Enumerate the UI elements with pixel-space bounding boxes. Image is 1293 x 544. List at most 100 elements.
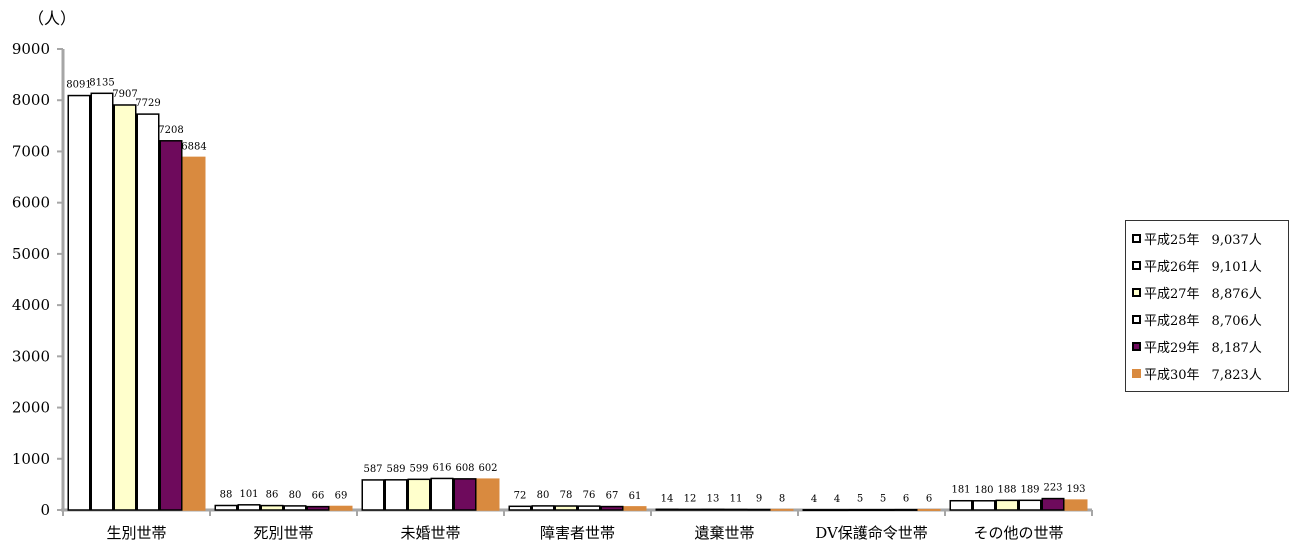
bar xyxy=(136,113,160,511)
y-tick-label: 1000 xyxy=(12,450,50,468)
data-label: 61 xyxy=(629,491,642,502)
category-label: 遺棄世帯 xyxy=(694,524,754,542)
bar xyxy=(508,505,532,511)
bar xyxy=(1064,499,1088,511)
bar xyxy=(159,140,183,511)
legend: 平成25年 9,037人平成26年 9,101人 平成27年 8,876人 平成28年 8,… xyxy=(1125,220,1289,392)
legend-series-name: 平成26年 xyxy=(1144,260,1200,275)
legend-series-total: 9,101人 xyxy=(1211,260,1262,275)
category-label: その他の世帯 xyxy=(973,524,1063,542)
category-label: 死別世帯 xyxy=(253,524,313,542)
legend-series-total: 8,876人 xyxy=(1211,287,1262,302)
bar xyxy=(531,505,555,511)
bar xyxy=(329,505,353,511)
legend-item: 平成28年 8,706人 xyxy=(1132,306,1288,333)
legend-swatch xyxy=(1132,261,1141,270)
data-label: 67 xyxy=(606,491,619,502)
data-label: 589 xyxy=(386,464,405,475)
data-label: 78 xyxy=(560,490,573,501)
bar xyxy=(237,504,261,511)
y-tick-label: 6000 xyxy=(12,194,50,212)
bar xyxy=(476,478,500,511)
bar xyxy=(1018,499,1042,511)
legend-series-name: 平成30年 xyxy=(1144,368,1200,383)
legend-item: 平成30年 7,823人 xyxy=(1132,360,1288,387)
y-axis-unit-label: （人） xyxy=(28,9,76,28)
data-label: 5 xyxy=(857,494,863,505)
data-label: 86 xyxy=(266,490,279,501)
bar xyxy=(113,104,137,511)
data-label: 616 xyxy=(432,462,451,473)
data-label: 101 xyxy=(239,489,258,500)
data-label: 4 xyxy=(811,494,817,505)
data-label: 180 xyxy=(974,485,993,496)
data-label: 9 xyxy=(756,494,762,505)
y-tick-label: 5000 xyxy=(12,245,50,263)
bar xyxy=(623,506,647,511)
bar xyxy=(384,479,408,511)
legend-series-name: 平成27年 xyxy=(1144,287,1200,302)
category-label: DV保護命令世帯 xyxy=(815,524,928,542)
legend-item: 平成29年 8,187人 xyxy=(1132,333,1288,360)
legend-swatch xyxy=(1132,342,1141,351)
bar xyxy=(67,94,91,511)
y-tick-label: 9000 xyxy=(12,40,50,58)
data-label: 7729 xyxy=(135,98,160,109)
data-label: 602 xyxy=(478,463,497,474)
legend-swatch xyxy=(1132,315,1141,324)
data-label: 189 xyxy=(1020,484,1039,495)
data-label: 608 xyxy=(455,463,474,474)
bar xyxy=(600,505,624,511)
legend-series-total: 8,187人 xyxy=(1211,341,1262,356)
bar xyxy=(306,505,330,511)
data-label: 80 xyxy=(289,490,302,501)
data-label: 12 xyxy=(684,493,697,504)
category-label: 未婚世帯 xyxy=(400,524,460,542)
legend-series-total: 9,037人 xyxy=(1211,233,1262,248)
bar xyxy=(995,499,1019,511)
bar xyxy=(214,504,238,511)
bar xyxy=(747,508,771,511)
bar xyxy=(260,504,284,511)
bar xyxy=(430,477,454,511)
y-tick-label: 4000 xyxy=(12,296,50,314)
legend-swatch xyxy=(1132,369,1141,378)
legend-item: 平成25年 9,037人 xyxy=(1132,225,1288,252)
legend-series-name: 平成28年 xyxy=(1144,314,1200,329)
y-tick-label: 3000 xyxy=(12,347,50,365)
bar xyxy=(972,500,996,511)
data-label: 8 xyxy=(779,494,785,505)
data-label: 8091 xyxy=(66,80,91,91)
legend-swatch xyxy=(1132,234,1141,243)
data-label: 76 xyxy=(583,490,596,501)
data-label: 8135 xyxy=(89,77,114,88)
legend-series-total: 8,706人 xyxy=(1211,314,1262,329)
data-label: 223 xyxy=(1043,483,1062,494)
data-label: 14 xyxy=(661,493,674,504)
bar xyxy=(182,156,206,511)
data-label: 72 xyxy=(514,490,527,501)
data-label: 88 xyxy=(220,489,233,500)
y-tick-label: 8000 xyxy=(12,91,50,109)
bar xyxy=(577,505,601,511)
bar xyxy=(825,509,849,512)
data-label: 193 xyxy=(1066,484,1085,495)
legend-swatch xyxy=(1132,288,1141,297)
data-label: 599 xyxy=(409,463,428,474)
category-label: 生別世帯 xyxy=(106,524,166,542)
data-label: 13 xyxy=(707,493,720,504)
bar xyxy=(848,508,872,511)
data-label: 181 xyxy=(951,485,970,496)
data-label: 11 xyxy=(730,493,743,504)
data-label: 6 xyxy=(903,494,909,505)
bar xyxy=(802,509,826,512)
bar xyxy=(894,508,918,511)
bar xyxy=(361,479,385,511)
data-label: 66 xyxy=(312,491,325,502)
bar xyxy=(678,508,702,511)
data-label: 80 xyxy=(537,490,550,501)
bar xyxy=(770,508,794,511)
data-label: 7208 xyxy=(158,125,183,136)
data-label: 6884 xyxy=(181,141,206,152)
